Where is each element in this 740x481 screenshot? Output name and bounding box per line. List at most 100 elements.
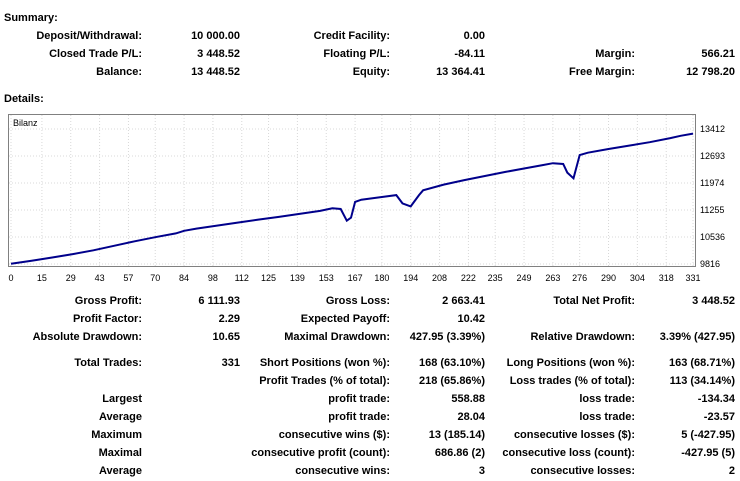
short-positions-value: 168 (63.10%) [418,357,485,369]
profit-trades-label: Profit Trades (% of total): [259,375,390,387]
maximal-label: Maximal [98,447,142,459]
largest-profit-value: 558.88 [451,393,485,405]
long-positions-label: Long Positions (won %): [506,357,635,369]
floating-pl-value: -84.11 [454,48,485,60]
x-tick-label: 249 [516,273,532,283]
largest-label: Largest [102,393,142,405]
gross-loss-value: 2 663.41 [442,295,485,307]
balance-value: 13 448.52 [191,66,240,78]
avg-consecutive-losses-label: consecutive losses: [530,465,635,477]
total-net-label: Total Net Profit: [553,295,635,307]
profit-factor-label: Profit Factor: [72,313,142,325]
maximal-drawdown-label: Maximal Drawdown: [284,331,390,343]
total-trades-value: 331 [221,357,240,369]
x-tick-label: 208 [432,273,448,283]
long-positions-value: 163 (68.71%) [668,357,735,369]
balance-line [10,132,694,265]
gross-profit-value: 6 111.93 [198,295,240,307]
x-tick-label: 29 [65,273,76,283]
x-tick-label: 276 [572,273,588,283]
free-margin-value: 12 798.20 [686,66,735,78]
total-trades-label: Total Trades: [74,357,142,369]
deposit-label: Deposit/Withdrawal: [36,30,142,42]
maximal-consecutive-loss-value: -427.95 (5) [681,447,735,459]
y-tick-label: 11974 [700,177,725,188]
x-tick-label: 235 [487,273,503,283]
balance-chart-plot [9,115,695,266]
y-tick-label: 9816 [700,259,721,269]
x-tick-label: 125 [261,273,277,283]
average-label: Average [98,411,142,423]
short-positions-label: Short Positions (won %): [259,357,390,369]
average-loss-label: loss trade: [579,411,635,423]
largest-loss-label: loss trade: [579,393,635,405]
x-tick-label: 331 [685,273,701,283]
average-profit-value: 28.04 [457,411,485,423]
relative-drawdown-label: Relative Drawdown: [530,331,635,343]
x-tick-label: 290 [601,273,617,283]
loss-trades-label: Loss trades (% of total): [509,375,635,387]
max-consecutive-losses-label: consecutive losses ($): [513,429,635,441]
maximal-consecutive-profit-label: consecutive profit (count): [251,447,390,459]
largest-loss-value: -134.34 [697,393,735,405]
x-tick-label: 112 [234,273,249,283]
x-tick-label: 98 [207,273,218,283]
gross-loss-label: Gross Loss: [325,295,390,307]
avg-consecutive-wins-value: 3 [478,465,485,477]
expected-payoff-label: Expected Payoff: [300,313,390,325]
profit-factor-value: 2.29 [218,313,240,325]
relative-drawdown-value: 3.39% (427.95) [659,331,735,343]
x-tick-label: 84 [179,273,190,283]
total-net-value: 3 448.52 [692,295,735,307]
x-tick-label: 167 [347,273,363,283]
y-tick-label: 13412 [700,124,726,134]
max-consecutive-losses-value: 5 (-427.95) [681,429,735,441]
gross-profit-label: Gross Profit: [74,295,142,307]
maximal-consecutive-profit-value: 686.86 (2) [434,447,485,459]
x-tick-label: 139 [289,273,305,283]
x-tick-label: 70 [150,273,161,283]
y-tick-label: 12693 [700,150,726,161]
max-consecutive-wins-label: consecutive wins ($): [278,429,390,441]
free-margin-label: Free Margin: [568,66,635,78]
maximal-consecutive-loss-label: consecutive loss (count): [502,447,635,459]
details-heading: Details: [4,93,44,105]
margin-value: 566.21 [701,48,735,60]
x-tick-label: 57 [123,273,134,283]
margin-label: Margin: [595,48,635,60]
deposit-value: 10 000.00 [191,30,240,42]
x-tick-label: 153 [318,273,334,283]
avg-consecutive-losses-value: 2 [728,465,735,477]
x-tick-label: 0 [8,273,14,283]
equity-value: 13 364.41 [436,66,485,78]
largest-profit-label: profit trade: [328,393,390,405]
closed-pl-value: 3 448.52 [197,48,240,60]
maximum-label: Maximum [91,429,142,441]
credit-label: Credit Facility: [313,30,390,42]
balance-label: Balance: [96,66,142,78]
closed-pl-label: Closed Trade P/L: [49,48,142,60]
x-tick-label: 222 [460,273,476,283]
absolute-drawdown-label: Absolute Drawdown: [32,331,142,343]
avg-consecutive-wins-label: consecutive wins: [295,465,390,477]
y-tick-label: 11255 [700,204,725,215]
average-loss-value: -23.57 [703,411,735,423]
average-profit-label: profit trade: [328,411,390,423]
equity-label: Equity: [352,66,390,78]
summary-heading: Summary: [4,12,58,24]
y-tick-label: 10536 [700,231,726,242]
credit-value: 0.00 [463,30,485,42]
chart-title: Bilanz [13,118,38,128]
x-tick-label: 15 [36,273,47,283]
max-consecutive-wins-value: 13 (185.14) [428,429,485,441]
x-tick-label: 180 [374,273,390,283]
x-tick-label: 43 [94,273,105,283]
average2-label: Average [98,465,142,477]
absolute-drawdown-value: 10.65 [212,331,240,343]
loss-trades-value: 113 (34.14%) [669,375,735,387]
floating-pl-label: Floating P/L: [323,48,390,60]
profit-trades-value: 218 (65.86%) [418,375,485,387]
x-tick-label: 194 [403,273,419,283]
balance-chart: Bilanz [8,114,696,267]
x-tick-label: 263 [545,273,561,283]
